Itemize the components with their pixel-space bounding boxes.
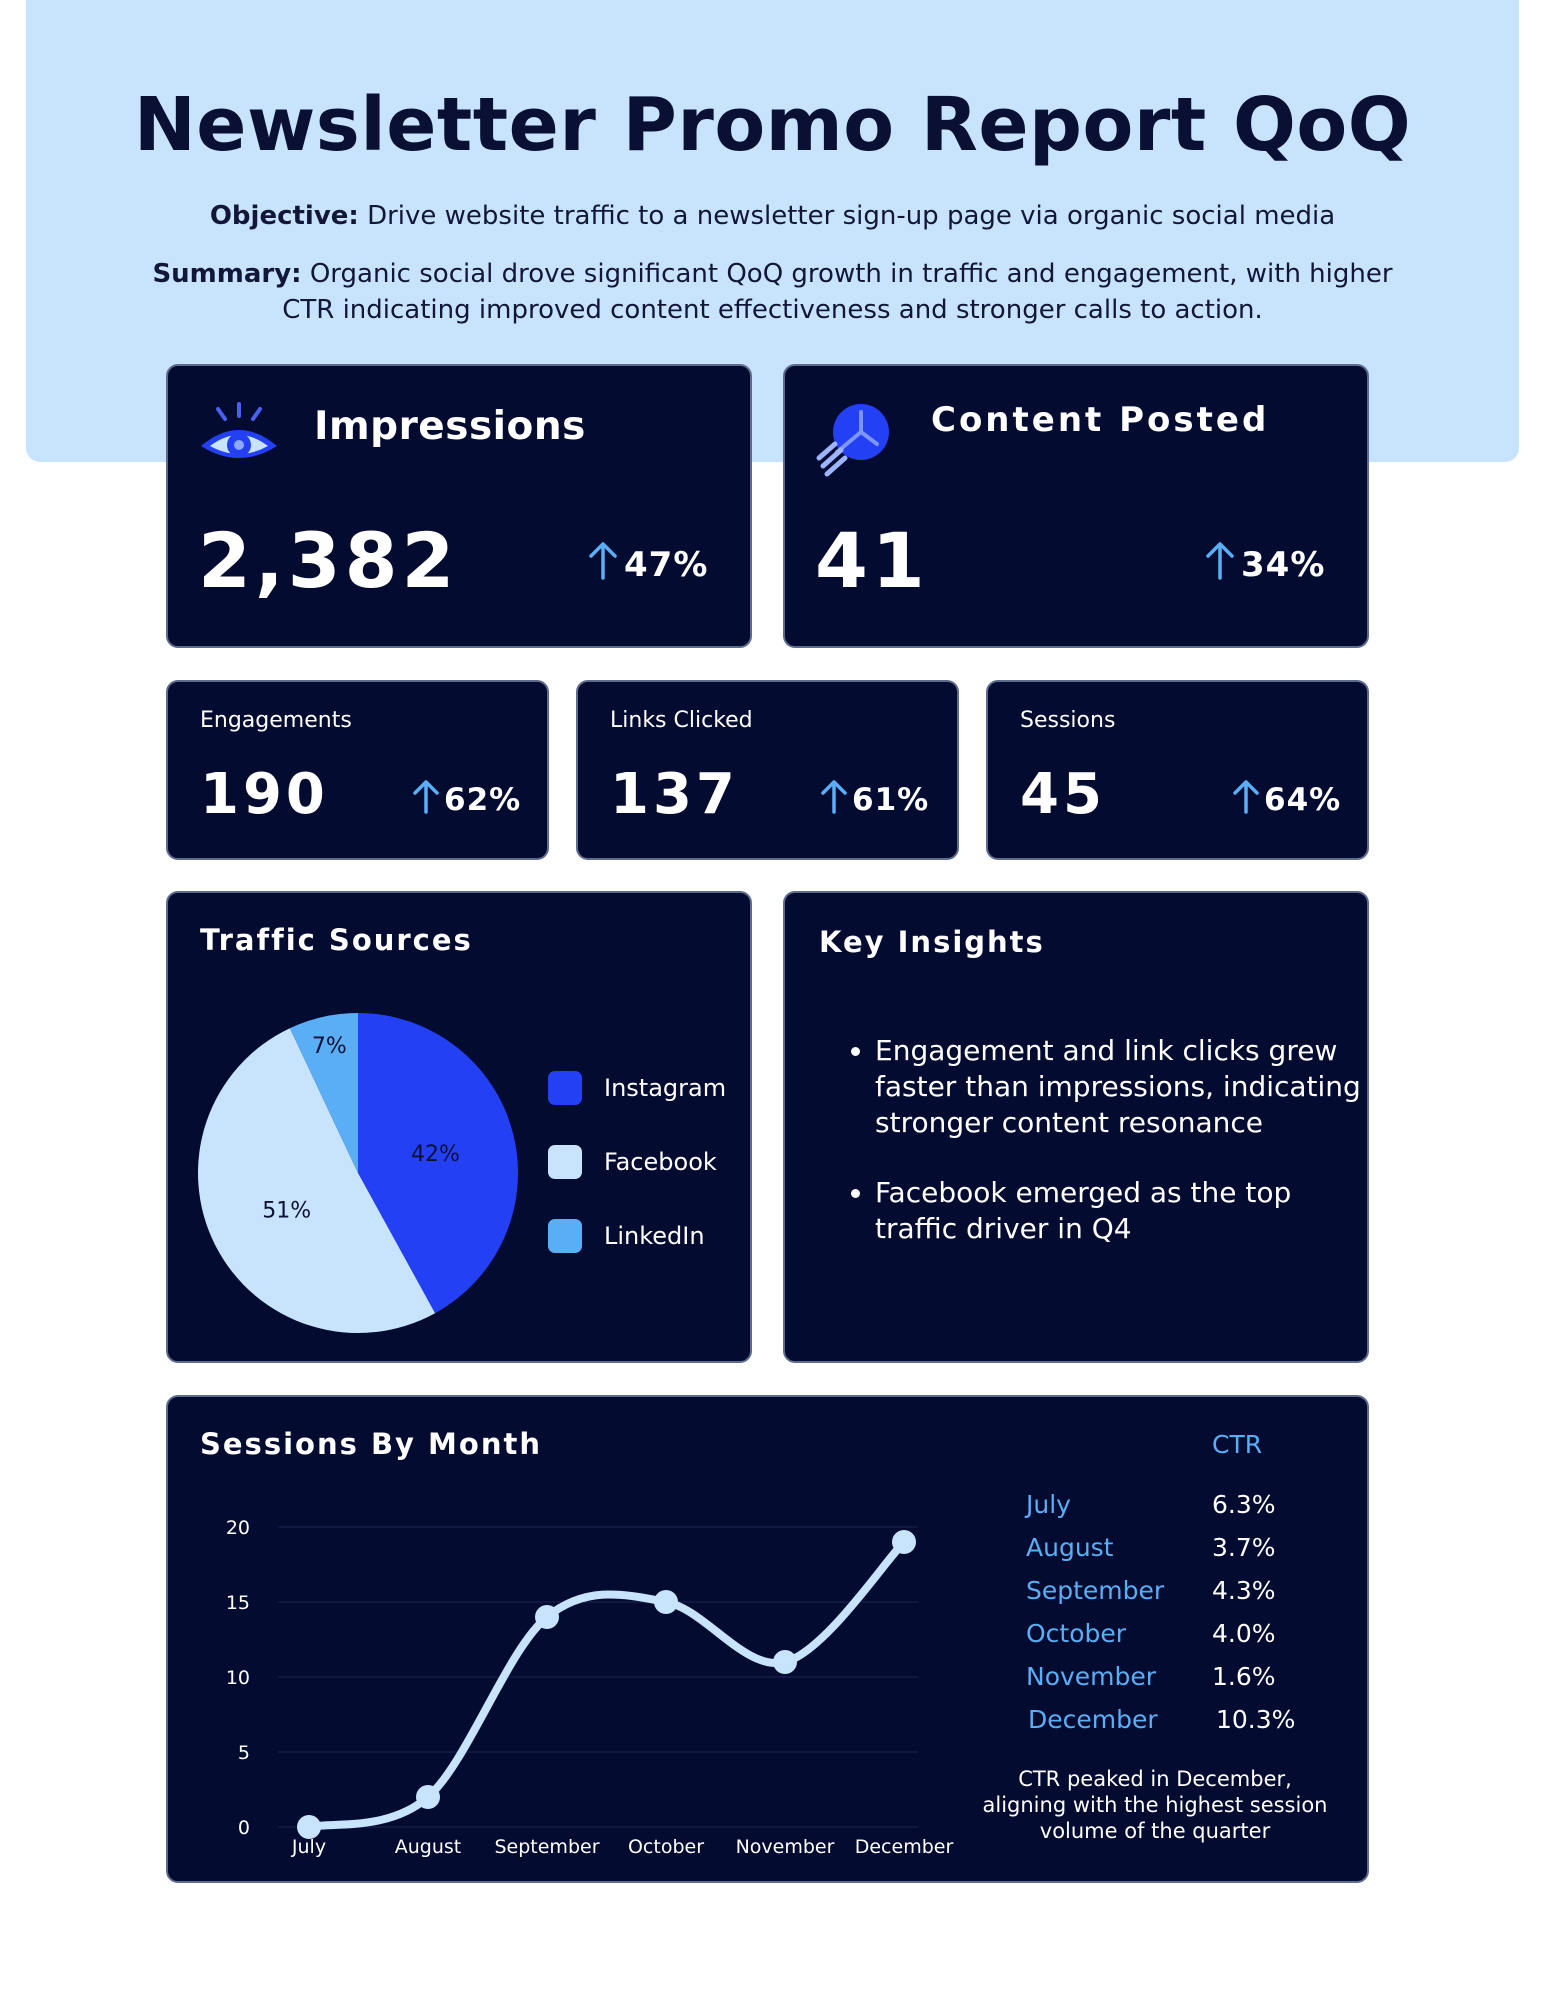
data-point-july <box>297 1815 321 1839</box>
objective-line: Objective: Drive website traffic to a ne… <box>140 198 1405 234</box>
pie-label-facebook: 51% <box>262 1198 311 1223</box>
arrow-up-icon <box>412 778 440 822</box>
links-clicked-label: Links Clicked <box>610 708 753 733</box>
engagements-label: Engagements <box>200 708 352 733</box>
ctr-header: CTR <box>1212 1430 1263 1459</box>
content-posted-label: Content Posted <box>931 400 1270 440</box>
x-tick-label: December <box>855 1836 954 1858</box>
y-tick-label: 10 <box>226 1667 250 1689</box>
impressions-change: 47% <box>588 540 708 589</box>
ctr-value: 4.3% <box>1212 1576 1276 1605</box>
data-point-december <box>892 1530 916 1554</box>
sessions-by-month-title: Sessions By Month <box>200 1427 542 1461</box>
sessions-value: 45 <box>1020 762 1106 827</box>
summary-label: Summary: <box>152 259 302 289</box>
engagements-card: Engagements 190 62% <box>166 680 549 860</box>
summary-text-1: Organic social drove significant QoQ gro… <box>309 259 1393 289</box>
pie-slice-facebook <box>198 1028 436 1333</box>
page-title: Newsletter Promo Report QoQ <box>133 82 1412 168</box>
content-posted-change-value: 34% <box>1241 544 1326 585</box>
arrow-up-icon <box>820 778 848 822</box>
key-insights-card: Key Insights Engagement and link clicks … <box>783 891 1369 1363</box>
legend-label-linkedin: LinkedIn <box>604 1222 705 1250</box>
sessions-series-line <box>305 1538 908 1831</box>
data-point-september <box>535 1605 559 1629</box>
eye-icon <box>198 400 280 474</box>
x-tick-label: September <box>494 1836 599 1858</box>
lightbulb-icon <box>813 402 897 484</box>
ctr-value: 4.0% <box>1212 1619 1276 1648</box>
pie-slice-instagram <box>358 1013 519 1314</box>
y-tick-label: 15 <box>226 1592 250 1614</box>
x-tick-label: October <box>628 1836 704 1858</box>
legend-label-instagram: Instagram <box>604 1074 727 1102</box>
engagements-change-value: 62% <box>444 782 522 818</box>
links-clicked-card: Links Clicked 137 61% <box>576 680 959 860</box>
x-tick-label: November <box>736 1836 835 1858</box>
impressions-card: Impressions 2,382 47% <box>166 364 752 648</box>
arrow-up-icon <box>588 540 618 589</box>
summary-block: Summary: Organic social drove significan… <box>140 256 1405 328</box>
impressions-value: 2,382 <box>198 516 459 605</box>
x-tick-label: July <box>291 1836 326 1858</box>
ctr-note: CTR peaked in December, aligning with th… <box>982 1767 1328 1843</box>
ctr-value: 1.6% <box>1212 1662 1276 1691</box>
summary-line-2: CTR indicating improved content effectiv… <box>282 295 1263 325</box>
data-point-november <box>773 1650 797 1674</box>
sessions-change-value: 64% <box>1264 782 1342 818</box>
arrow-up-icon <box>1205 540 1235 589</box>
y-tick-label: 0 <box>238 1817 250 1839</box>
legend-item-facebook: Facebook <box>548 1145 717 1179</box>
x-tick-label: August <box>395 1836 462 1858</box>
data-point-august <box>416 1785 440 1809</box>
sessions-label: Sessions <box>1020 708 1116 733</box>
y-tick-label: 20 <box>226 1517 250 1539</box>
insight-item: Engagement and link clicks grew faster t… <box>875 1033 1375 1141</box>
ctr-month: July <box>1026 1490 1071 1519</box>
traffic-sources-card: Traffic Sources 42% 51% 7% Instagram Faceb… <box>166 891 752 1363</box>
legend-swatch-instagram <box>548 1071 582 1105</box>
sessions-change: 64% <box>1232 778 1341 822</box>
objective-text: Drive website traffic to a newsletter si… <box>367 201 1336 231</box>
objective-label: Objective: <box>209 201 359 231</box>
legend-label-facebook: Facebook <box>604 1148 717 1176</box>
sessions-card: Sessions 45 64% <box>986 680 1369 860</box>
insight-item: Facebook emerged as the top traffic driv… <box>875 1175 1375 1247</box>
ctr-value: 3.7% <box>1212 1533 1276 1562</box>
legend-item-linkedin: LinkedIn <box>548 1219 705 1253</box>
engagements-change: 62% <box>412 778 521 822</box>
legend-swatch-linkedin <box>548 1219 582 1253</box>
legend-item-instagram: Instagram <box>548 1071 726 1105</box>
sessions-line-chart: 0 5 10 15 20 July August September October Novemb… <box>226 1517 954 1858</box>
pie-label-instagram: 42% <box>411 1142 460 1167</box>
links-clicked-value: 137 <box>610 762 739 827</box>
key-insights-title: Key Insights <box>819 925 1045 959</box>
content-posted-value: 41 <box>815 516 929 605</box>
traffic-sources-title: Traffic Sources <box>200 923 473 957</box>
summary-line-1: Summary: Organic social drove significan… <box>140 256 1405 292</box>
impressions-label: Impressions <box>314 404 586 449</box>
ctr-value: 6.3% <box>1212 1490 1276 1519</box>
content-posted-change: 34% <box>1205 540 1325 589</box>
sessions-by-month-card: Sessions By Month 0 5 10 15 20 July August Sept… <box>166 1395 1369 1883</box>
key-insights-list: Engagement and link clicks grew faster t… <box>841 1033 1375 1281</box>
legend-swatch-facebook <box>548 1145 582 1179</box>
y-tick-label: 5 <box>238 1742 250 1764</box>
links-clicked-change: 61% <box>820 778 929 822</box>
ctr-month: August <box>1026 1533 1114 1562</box>
pie-label-linkedin: 7% <box>312 1034 347 1059</box>
data-point-october <box>654 1590 678 1614</box>
ctr-month: October <box>1026 1619 1127 1648</box>
engagements-value: 190 <box>200 762 329 827</box>
impressions-change-value: 47% <box>624 544 709 585</box>
pie-slice-linkedin <box>289 1013 358 1173</box>
ctr-value: 10.3% <box>1216 1705 1296 1734</box>
links-clicked-change-value: 61% <box>852 782 930 818</box>
arrow-up-icon <box>1232 778 1260 822</box>
ctr-month: December <box>1028 1705 1158 1734</box>
traffic-pie-chart: 42% 51% 7% <box>198 1013 519 1333</box>
ctr-month: November <box>1026 1662 1157 1691</box>
ctr-month: September <box>1026 1576 1165 1605</box>
content-posted-card: Content Posted 41 34% <box>783 364 1369 648</box>
